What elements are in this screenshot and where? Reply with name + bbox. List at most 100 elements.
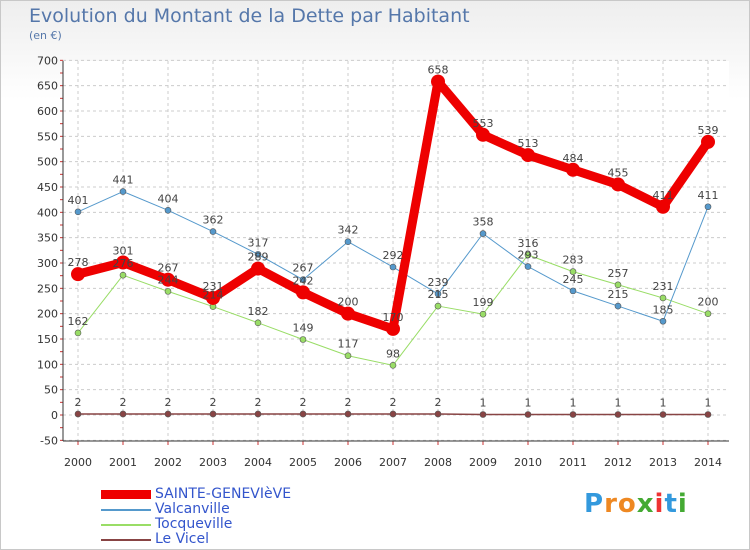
data-label: 231 — [653, 280, 674, 293]
y-tick-label: 250 — [37, 282, 58, 295]
data-point — [704, 411, 712, 418]
data-label: 2 — [255, 396, 262, 409]
data-label: 257 — [608, 267, 629, 280]
x-tick-label: 2013 — [649, 456, 677, 469]
data-label: 484 — [563, 152, 584, 165]
data-label: 1 — [525, 396, 532, 409]
data-point — [119, 271, 127, 279]
data-point — [704, 310, 712, 317]
data-point — [389, 410, 397, 418]
data-point — [254, 319, 262, 327]
x-tick-label: 2004 — [244, 456, 272, 469]
data-point — [344, 352, 352, 360]
y-tick-label: 450 — [37, 181, 58, 194]
data-label: 342 — [338, 224, 359, 237]
data-point — [116, 255, 130, 270]
y-tick-label: 650 — [37, 80, 58, 93]
data-label: 283 — [563, 254, 584, 267]
data-label: 1 — [570, 396, 577, 409]
data-label: 276 — [113, 257, 134, 270]
data-label: 292 — [383, 249, 404, 262]
y-tick-label: 350 — [37, 232, 58, 245]
data-label: 293 — [518, 249, 539, 262]
data-point — [611, 177, 625, 192]
data-label: 1 — [480, 396, 487, 409]
data-point — [479, 310, 487, 318]
data-point — [299, 336, 307, 343]
data-point — [434, 410, 442, 418]
data-label: 411 — [698, 189, 719, 202]
data-point — [299, 410, 307, 418]
x-tick-label: 2010 — [514, 456, 542, 469]
data-point — [614, 302, 622, 310]
x-tick-label: 2009 — [469, 456, 497, 469]
data-label: 1 — [705, 396, 712, 409]
y-tick-label: 200 — [37, 308, 58, 321]
data-point — [389, 263, 397, 271]
data-point — [296, 285, 310, 300]
series-1 — [74, 188, 712, 325]
data-point — [299, 276, 307, 284]
data-label: 231 — [203, 280, 224, 293]
x-tick-label: 2001 — [109, 456, 137, 469]
data-label: 170 — [383, 311, 404, 324]
data-point — [569, 411, 577, 418]
data-label: 239 — [428, 276, 449, 289]
data-point — [74, 410, 82, 418]
series-2 — [74, 251, 712, 369]
data-point — [566, 162, 580, 177]
data-label: 98 — [386, 347, 400, 360]
data-point — [161, 272, 175, 287]
data-label: 117 — [338, 338, 359, 351]
data-label: 289 — [248, 251, 269, 264]
grid — [63, 59, 729, 441]
line-chart: -50 0 50 100 150 200 250 300 350 400 450 500 550 600 6… — [37, 54, 729, 469]
data-point — [521, 148, 535, 163]
y-tick-label: 300 — [37, 257, 58, 270]
data-point — [569, 268, 577, 275]
legend-swatch — [101, 490, 151, 499]
series-3 — [74, 410, 712, 418]
series-0 — [71, 74, 715, 336]
data-label: 317 — [248, 236, 269, 249]
legend: SAINTE-GENEVIèVE Valcanville Tocqueville Le… — [101, 487, 401, 547]
data-point — [656, 199, 670, 214]
data-label: 200 — [698, 296, 719, 309]
plot-area — [63, 61, 729, 441]
data-label: 358 — [473, 216, 494, 229]
data-label: 2 — [165, 396, 172, 409]
data-label: 267 — [293, 262, 314, 275]
data-point — [164, 410, 172, 418]
data-label: 149 — [293, 322, 314, 335]
data-point — [71, 267, 85, 282]
axes: -50 0 50 100 150 200 250 300 350 400 450 500 550 600 6… — [37, 54, 729, 469]
data-label: 401 — [68, 194, 89, 207]
data-point — [659, 294, 667, 302]
data-label: 214 — [203, 289, 224, 302]
data-label: 455 — [608, 166, 629, 179]
x-tick-label: 2008 — [424, 456, 452, 469]
data-point — [209, 228, 217, 235]
data-point — [569, 287, 577, 295]
y-tick-label: 500 — [37, 156, 58, 169]
data-label: 301 — [113, 244, 134, 257]
data-point — [524, 263, 532, 270]
data-point — [701, 134, 715, 149]
data-label: 2 — [300, 396, 307, 409]
data-point — [434, 302, 442, 310]
data-label: 441 — [113, 174, 134, 187]
data-point — [74, 329, 82, 337]
data-label: 539 — [698, 124, 719, 137]
chart-title: Evolution du Montant de la Dette par Hab… — [29, 5, 470, 27]
data-label: 200 — [338, 296, 359, 309]
data-label: 182 — [248, 305, 269, 318]
y-tick-label: -50 — [40, 434, 58, 447]
data-label: 2 — [345, 396, 352, 409]
data-label: 215 — [428, 288, 449, 301]
data-point — [431, 74, 445, 89]
data-label: 658 — [428, 64, 449, 77]
legend-item: Valcanville — [101, 502, 401, 517]
data-point — [704, 203, 712, 211]
data-point — [524, 411, 532, 418]
data-label: 242 — [293, 274, 314, 287]
